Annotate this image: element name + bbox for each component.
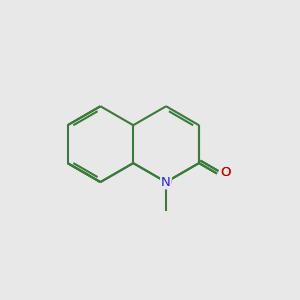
Text: O: O [220, 166, 230, 178]
Text: N: N [161, 176, 171, 189]
Text: O: O [161, 176, 171, 189]
Text: O: O [220, 166, 230, 178]
